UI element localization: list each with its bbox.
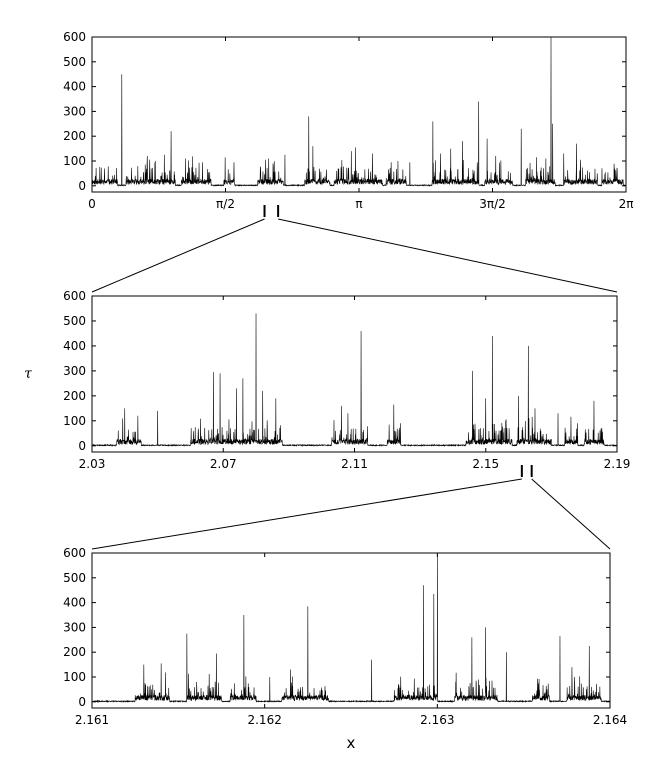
middle-zoom-connector-right: [531, 478, 611, 550]
middle-y-axis-label: τ: [24, 366, 32, 382]
middle-ytick-label: 200: [63, 389, 86, 403]
top-xtick-label: 0: [88, 197, 96, 211]
bottom-ytick-label: 300: [63, 620, 86, 634]
top-ytick-label: 100: [63, 154, 86, 168]
bottom-ytick-label: 600: [63, 546, 86, 560]
middle-ytick-label: 300: [63, 364, 86, 378]
middle-ytick-label: 500: [63, 314, 86, 328]
bottom-x-axis-label: x: [347, 734, 356, 752]
top-xtick-label: 3π/2: [479, 197, 506, 211]
middle-ytick-label: 100: [63, 414, 86, 428]
middle-xtick-label: 2.11: [341, 457, 368, 471]
top-ytick-label: 0: [78, 179, 86, 193]
middle-xtick-label: 2.03: [79, 457, 106, 471]
bottom-ytick-label: 100: [63, 670, 86, 684]
middle-ytick-label: 600: [63, 289, 86, 303]
top-xtick-label: π: [355, 197, 362, 211]
bottom-ytick-label: 200: [63, 645, 86, 659]
bottom-ytick-label: 400: [63, 596, 86, 610]
top-ytick-label: 300: [63, 104, 86, 118]
top-ytick-label: 500: [63, 55, 86, 69]
bottom-ytick-label: 0: [78, 695, 86, 709]
bottom-xtick-label: 2.164: [593, 713, 627, 727]
bottom-xtick-label: 2.162: [247, 713, 281, 727]
middle-ytick-label: 400: [63, 339, 86, 353]
top-xtick-label: 2π: [619, 197, 634, 211]
bottom-xtick-label: 2.163: [420, 713, 454, 727]
top-ytick-label: 200: [63, 129, 86, 143]
top-series-line: [91, 36, 627, 187]
middle-zoom-connector-left: [91, 478, 522, 550]
top-ytick-label: 600: [63, 30, 86, 44]
middle-xtick-label: 2.15: [472, 457, 499, 471]
middle-xtick-label: 2.07: [210, 457, 237, 471]
middle-series-line: [91, 313, 618, 447]
bottom-plot-frame: [91, 552, 611, 709]
bottom-xtick-label: 2.161: [75, 713, 109, 727]
bottom-ytick-label: 500: [63, 571, 86, 585]
middle-xtick-label: 2.19: [604, 457, 631, 471]
top-xtick-label: π/2: [216, 197, 235, 211]
middle-ytick-label: 0: [78, 439, 86, 453]
top-zoom-connector-right: [278, 218, 618, 293]
middle-plot-frame: [91, 295, 618, 453]
top-ytick-label: 400: [63, 80, 86, 94]
bottom-series-line: [91, 552, 611, 703]
top-zoom-connector-left: [91, 218, 265, 293]
